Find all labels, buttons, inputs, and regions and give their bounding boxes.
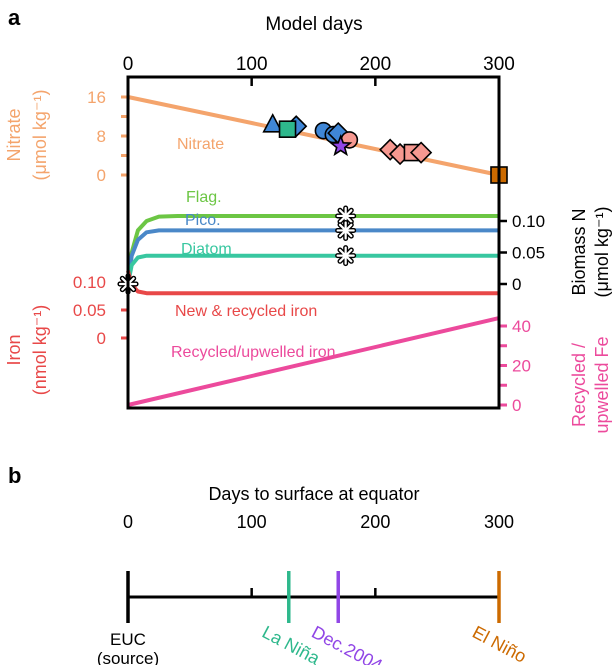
nitrate-axis-unit: (μmol kg⁻¹)	[30, 90, 50, 181]
series-label-recycled-upwelled-iron: Recycled/upwelled iron	[171, 344, 336, 361]
iron-tick-label: 0.10	[73, 273, 106, 292]
top-axis-tick-label: 300	[483, 54, 515, 75]
series-label-new-recycled-iron: New & recycled iron	[175, 303, 317, 320]
cross-stroke-fill	[338, 223, 353, 238]
timeline-tick-label: 200	[360, 512, 390, 532]
biomass-axis-unit: (μmol kg⁻¹)	[592, 207, 612, 298]
plot-frame	[126, 75, 501, 410]
series-label-flag: Flag.	[186, 189, 222, 206]
iron-tick-label: 0	[97, 329, 106, 348]
biomass-tick-label: 0	[512, 275, 521, 294]
top-axis-ticks: 0 100 200 300	[123, 54, 515, 86]
timeline-title: Days to surface at equator	[208, 484, 419, 504]
series-line-0	[127, 95, 500, 177]
recycled-axis-title: Recycled /	[569, 343, 589, 427]
event-label: EUC	[110, 630, 146, 649]
cross-marker	[335, 245, 357, 267]
series-line-3	[126, 253, 499, 285]
marker-star	[329, 133, 353, 157]
iron-axis-title: Iron	[4, 334, 24, 365]
biomass-tick-label: 0.10	[512, 212, 545, 231]
recycled-tick-label: 20	[512, 357, 531, 376]
cross-stroke-fill	[338, 209, 353, 223]
nitrate-tick-label: 16	[87, 88, 106, 107]
event-label: El Niño	[469, 622, 530, 665]
marker-square	[278, 120, 297, 138]
cross-marker	[335, 219, 357, 241]
recycled-tick-label: 40	[512, 317, 531, 336]
panel-b-label: b	[8, 463, 21, 488]
marker-diamond	[409, 141, 433, 164]
timeline-tick-label: 0	[123, 512, 133, 532]
series-label-pico: Pico.	[185, 212, 221, 229]
timeline-tick-label: 100	[237, 512, 267, 532]
biomass-axis: 0 0.05 0.10	[499, 212, 545, 294]
nitrate-tick-label: 0	[97, 166, 106, 185]
recycled-tick-label: 0	[512, 396, 521, 415]
recycled-axis: 0 20 40	[499, 317, 531, 415]
model-cross-markers	[117, 205, 357, 295]
nitrate-tick-label: 8	[97, 127, 106, 146]
top-axis-tick-label: 100	[236, 54, 268, 75]
biomass-axis-title: Biomass N	[569, 208, 589, 295]
series-label-diatom: Diatom	[181, 241, 232, 258]
series-label-nitrate: Nitrate	[177, 136, 224, 153]
series-line-5	[127, 316, 500, 407]
top-axis-title: Model days	[265, 14, 362, 35]
nitrate-axis-title: Nitrate	[4, 108, 24, 161]
timeline-tick-label: 300	[484, 512, 514, 532]
observation-markers	[262, 113, 508, 184]
series-lines	[126, 95, 500, 407]
event-label-sub: (source)	[97, 649, 159, 665]
nitrate-axis: 0 8 16	[87, 88, 128, 185]
series-line-4	[126, 270, 499, 296]
panel-a-label: a	[8, 5, 21, 30]
recycled-axis-unit: upwelled Fe	[592, 336, 612, 433]
biomass-tick-label: 0.05	[512, 244, 545, 263]
series-line-2	[126, 228, 499, 285]
top-axis-tick-label: 0	[123, 54, 134, 75]
event-label: Dec.2004	[308, 622, 385, 665]
cross-stroke-fill	[338, 248, 353, 263]
iron-axis-unit: (nmol kg⁻¹)	[30, 305, 50, 396]
iron-tick-label: 0.05	[73, 301, 106, 320]
marker-triangle	[262, 113, 284, 133]
timeline-axis: 0 100 200 300	[123, 512, 514, 599]
top-axis-tick-label: 200	[359, 54, 391, 75]
